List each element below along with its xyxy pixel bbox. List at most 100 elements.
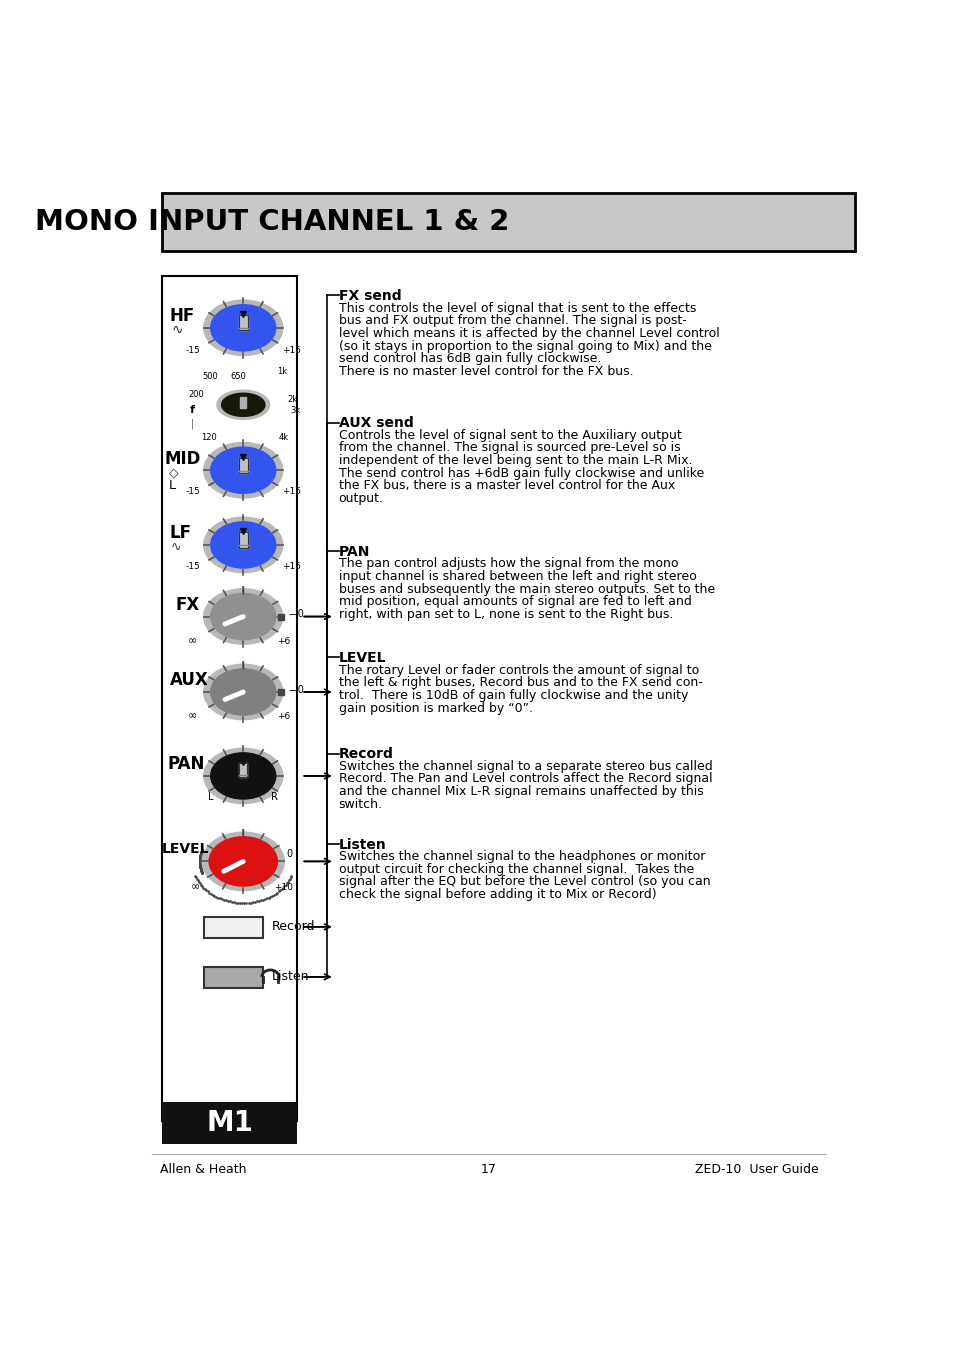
Text: level which means it is affected by the channel Level control: level which means it is affected by the … (338, 327, 719, 339)
Text: right, with pan set to L, none is sent to the Right bus.: right, with pan set to L, none is sent t… (338, 608, 672, 621)
Text: 17: 17 (480, 1163, 497, 1176)
Text: AUX send: AUX send (338, 416, 413, 430)
Text: FX send: FX send (338, 289, 401, 303)
Text: PAN: PAN (338, 545, 370, 558)
Text: —0: —0 (288, 610, 304, 619)
Text: Listen: Listen (338, 837, 386, 852)
Text: from the channel. The signal is sourced pre-Level so is: from the channel. The signal is sourced … (338, 441, 679, 454)
Text: ∞: ∞ (188, 711, 196, 722)
Bar (162, 193, 855, 250)
Text: LEVEL: LEVEL (162, 842, 209, 856)
Text: 0: 0 (287, 849, 293, 859)
Ellipse shape (204, 518, 282, 573)
Bar (239, 533, 247, 548)
Text: (so it stays in proportion to the signal going to Mix) and the: (so it stays in proportion to the signal… (338, 339, 711, 353)
Text: ZED-10  User Guide: ZED-10 User Guide (694, 1163, 818, 1176)
Bar (204, 967, 262, 988)
Bar (239, 764, 247, 777)
Text: output circuit for checking the channel signal.  Takes the: output circuit for checking the channel … (338, 863, 693, 876)
Text: input channel is shared between the left and right stereo: input channel is shared between the left… (338, 571, 696, 583)
Text: MID: MID (164, 450, 200, 468)
Ellipse shape (211, 753, 275, 799)
Ellipse shape (216, 391, 270, 419)
Text: +15: +15 (281, 487, 300, 496)
Ellipse shape (211, 448, 275, 493)
Text: 4k: 4k (278, 434, 289, 442)
Text: f: f (190, 406, 194, 415)
Text: trol.  There is 10dB of gain fully clockwise and the unity: trol. There is 10dB of gain fully clockw… (338, 690, 687, 702)
Text: Controls the level of signal sent to the Auxiliary output: Controls the level of signal sent to the… (338, 429, 680, 442)
Text: +15: +15 (281, 562, 300, 571)
Bar (162, 276, 297, 1121)
Text: L: L (208, 792, 213, 803)
Text: 650: 650 (230, 372, 246, 381)
Bar (239, 315, 247, 330)
Text: Switches the channel signal to a separate stereo bus called: Switches the channel signal to a separat… (338, 760, 712, 773)
Text: gain position is marked by “0”.: gain position is marked by “0”. (338, 702, 532, 715)
Text: FX: FX (174, 596, 199, 614)
Text: the FX bus, there is a master level control for the Aux: the FX bus, there is a master level cont… (338, 480, 674, 492)
Bar (162, 1102, 297, 1144)
Text: 2k: 2k (287, 395, 296, 404)
Text: output.: output. (338, 492, 383, 506)
Text: 1k: 1k (276, 368, 287, 376)
Text: +6: +6 (276, 713, 290, 721)
Text: +15: +15 (281, 346, 300, 356)
Bar (239, 315, 247, 330)
Text: Record: Record (338, 748, 393, 761)
Text: send control has 6dB gain fully clockwise.: send control has 6dB gain fully clockwis… (338, 353, 600, 365)
Bar (239, 457, 247, 473)
Ellipse shape (211, 669, 275, 715)
Ellipse shape (211, 522, 275, 568)
Text: Switches the channel signal to the headphones or monitor: Switches the channel signal to the headp… (338, 850, 704, 863)
Text: -15: -15 (185, 487, 200, 496)
Text: —0: —0 (288, 684, 304, 695)
Text: the left & right buses, Record bus and to the FX send con-: the left & right buses, Record bus and t… (338, 676, 701, 690)
Ellipse shape (204, 589, 282, 645)
Text: This controls the level of signal that is sent to the effects: This controls the level of signal that i… (338, 301, 696, 315)
Text: AUX: AUX (170, 672, 208, 690)
Text: ∞: ∞ (188, 637, 196, 646)
Text: |: | (191, 419, 193, 430)
Text: ∞: ∞ (191, 883, 199, 892)
Text: LEVEL: LEVEL (338, 652, 386, 665)
Ellipse shape (204, 442, 282, 498)
Bar (240, 397, 246, 408)
Text: independent of the level being sent to the main L-R Mix.: independent of the level being sent to t… (338, 454, 691, 466)
Text: Record: Record (272, 921, 315, 933)
Text: and the channel Mix L-R signal remains unaffected by this: and the channel Mix L-R signal remains u… (338, 786, 702, 798)
Text: HF: HF (170, 307, 194, 326)
Text: Allen & Heath: Allen & Heath (159, 1163, 246, 1176)
Ellipse shape (204, 300, 282, 356)
Text: buses and subsequently the main stereo outputs. Set to the: buses and subsequently the main stereo o… (338, 583, 714, 596)
Text: Record. The Pan and Level controls affect the Record signal: Record. The Pan and Level controls affec… (338, 772, 712, 786)
Bar (239, 764, 247, 777)
Text: M1: M1 (206, 1109, 253, 1137)
Text: Listen: Listen (272, 971, 309, 983)
Text: bus and FX output from the channel. The signal is post-: bus and FX output from the channel. The … (338, 314, 685, 327)
Text: R: R (271, 792, 277, 803)
Ellipse shape (204, 748, 282, 803)
Text: The rotary Level or fader controls the amount of signal to: The rotary Level or fader controls the a… (338, 664, 699, 676)
Text: The send control has +6dB gain fully clockwise and unlike: The send control has +6dB gain fully clo… (338, 466, 703, 480)
Text: L: L (169, 479, 175, 492)
Text: check the signal before adding it to Mix or Record): check the signal before adding it to Mix… (338, 888, 656, 900)
Ellipse shape (204, 664, 282, 719)
Text: 120: 120 (201, 434, 216, 442)
Bar (239, 457, 247, 473)
Ellipse shape (211, 594, 275, 639)
Ellipse shape (211, 304, 275, 352)
Text: switch.: switch. (338, 798, 382, 811)
Text: The pan control adjusts how the signal from the mono: The pan control adjusts how the signal f… (338, 557, 678, 571)
Text: MONO INPUT CHANNEL 1 & 2: MONO INPUT CHANNEL 1 & 2 (35, 208, 509, 235)
Text: ∿: ∿ (171, 541, 181, 554)
Text: -15: -15 (185, 346, 200, 356)
Text: +6: +6 (276, 637, 290, 646)
Ellipse shape (221, 393, 265, 416)
Text: PAN: PAN (167, 756, 205, 773)
Text: ◇: ◇ (169, 466, 178, 479)
Text: ∿: ∿ (171, 323, 183, 337)
Text: LF: LF (170, 525, 192, 542)
Text: 3k: 3k (290, 406, 300, 415)
Bar (204, 917, 262, 938)
